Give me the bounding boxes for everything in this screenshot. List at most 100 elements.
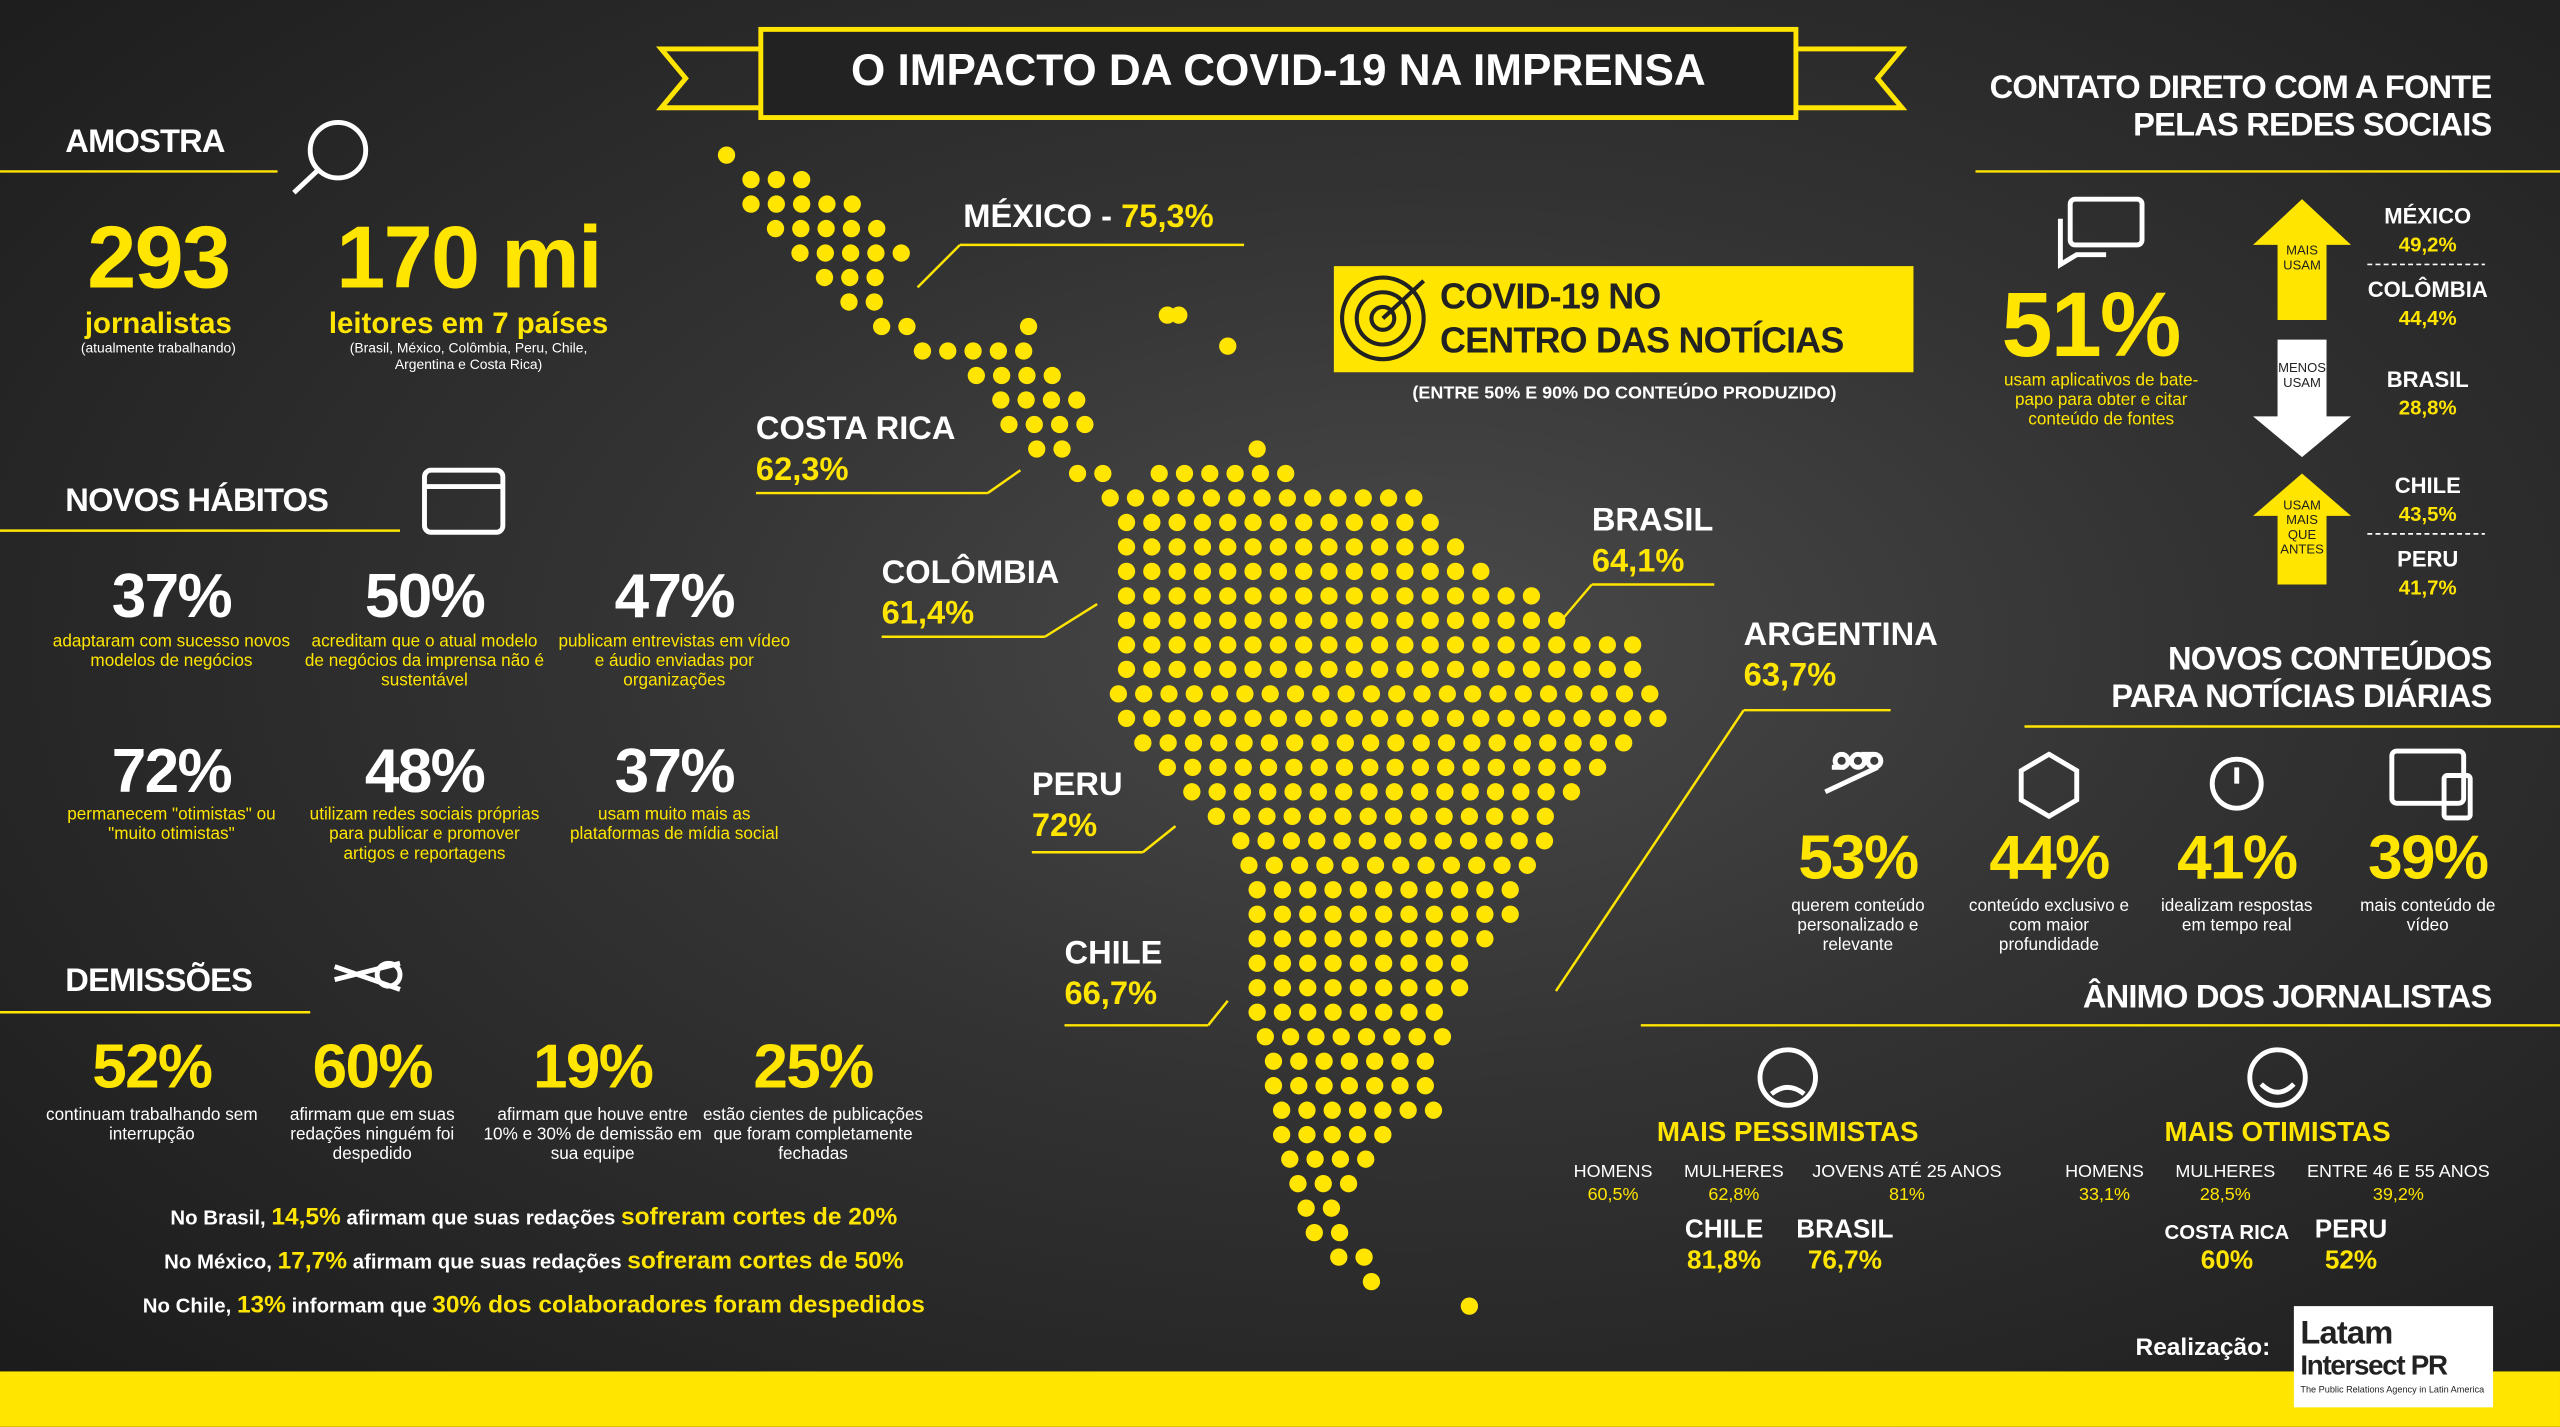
map-dot bbox=[1018, 366, 1036, 385]
map-dot bbox=[1143, 538, 1161, 556]
note-part: afirmam que suas redações bbox=[340, 1206, 621, 1230]
habit-text: permanecem "otimistas" ou "muito otimist… bbox=[67, 804, 276, 844]
map-dot bbox=[1396, 587, 1414, 605]
map-dot bbox=[1459, 832, 1478, 850]
map-dot bbox=[1497, 660, 1515, 679]
content-value: 39% bbox=[2368, 824, 2489, 894]
map-dot bbox=[1244, 709, 1262, 728]
map-dot bbox=[1299, 881, 1317, 899]
map-dot bbox=[1384, 807, 1403, 825]
map-dot bbox=[1315, 1077, 1333, 1095]
map-dot bbox=[1354, 489, 1372, 507]
map-dot bbox=[1248, 881, 1266, 899]
map-dot bbox=[1417, 856, 1435, 874]
map-dot bbox=[939, 342, 957, 360]
map-dot bbox=[1375, 979, 1393, 997]
map-dot bbox=[1472, 660, 1490, 679]
map-dot bbox=[992, 366, 1011, 385]
map-dot bbox=[1385, 783, 1403, 801]
mood-value: 39,2% bbox=[2372, 1185, 2424, 1205]
sample-value: 293 bbox=[87, 208, 231, 307]
map-dot bbox=[1472, 587, 1490, 605]
map-dot bbox=[1361, 758, 1379, 776]
map-dot bbox=[1312, 685, 1330, 703]
map-dot bbox=[1536, 807, 1554, 825]
mood-value: 62,8% bbox=[1708, 1185, 1760, 1205]
map-dot bbox=[1251, 464, 1270, 483]
note-part: 13% bbox=[236, 1291, 286, 1320]
country-name: COSTA RICA bbox=[755, 411, 956, 448]
map-dot bbox=[1117, 636, 1136, 654]
map-dot bbox=[1320, 709, 1338, 728]
map-dot bbox=[767, 195, 785, 213]
sample-value: 170 mi bbox=[336, 208, 602, 307]
map-dot bbox=[1193, 660, 1212, 679]
map-dot bbox=[892, 244, 910, 262]
map-dot bbox=[1219, 538, 1237, 556]
map-dot bbox=[1278, 489, 1296, 507]
map-dot bbox=[1101, 489, 1119, 507]
map-dot bbox=[1512, 783, 1530, 801]
chat-value: 51% bbox=[2001, 272, 2182, 376]
map-dot bbox=[1193, 587, 1212, 605]
country-value: 66,7% bbox=[1064, 976, 1158, 1013]
map-dot bbox=[1370, 709, 1389, 728]
map-dot bbox=[1349, 954, 1368, 972]
map-dot bbox=[1548, 611, 1566, 630]
map-dot bbox=[866, 268, 884, 287]
map-dot bbox=[1442, 856, 1461, 874]
map-dot bbox=[1400, 1003, 1418, 1021]
note-part: sofreram cortes de 50% bbox=[627, 1247, 904, 1276]
map-dot bbox=[1641, 685, 1659, 703]
map-dot bbox=[1193, 611, 1212, 630]
layoff-text: afirmam que em suas redações ninguém foi… bbox=[289, 1105, 455, 1164]
map-dot bbox=[1219, 660, 1237, 679]
map-dot bbox=[1340, 1077, 1359, 1095]
mood-country-value: 60% bbox=[2200, 1247, 2254, 1276]
map-dot bbox=[1548, 709, 1566, 728]
map-dot bbox=[1028, 440, 1046, 458]
map-dot bbox=[1391, 1052, 1409, 1070]
country-value: 64,1% bbox=[1591, 543, 1685, 580]
map-dot bbox=[1497, 636, 1515, 654]
note-part: 17,7% bbox=[277, 1247, 348, 1276]
map-dot bbox=[1320, 513, 1338, 532]
map-dot bbox=[1234, 758, 1252, 776]
map-dot bbox=[1299, 930, 1317, 948]
map-dot bbox=[1396, 562, 1414, 581]
map-dot bbox=[1236, 685, 1254, 703]
map-dot bbox=[1400, 905, 1418, 923]
map-dot bbox=[1248, 440, 1266, 458]
map-dot bbox=[1463, 734, 1481, 752]
habit-value: 50% bbox=[364, 563, 486, 632]
map-dot bbox=[1433, 1028, 1452, 1046]
map-dot bbox=[1489, 685, 1507, 703]
map-dot bbox=[818, 195, 836, 213]
map-dot bbox=[840, 293, 858, 311]
map-dot bbox=[1015, 342, 1033, 360]
map-dot bbox=[1244, 538, 1262, 556]
map-dot bbox=[1295, 709, 1313, 728]
sample-label: jornalistas bbox=[84, 306, 232, 340]
map-dot bbox=[1248, 905, 1266, 923]
map-dot bbox=[1320, 587, 1338, 605]
habit-text: acreditam que o atual modelo de negócios… bbox=[304, 631, 545, 690]
map-dot bbox=[1273, 1003, 1292, 1021]
map-dot bbox=[1421, 636, 1439, 654]
map-dot bbox=[1264, 1077, 1283, 1095]
map-dot bbox=[1324, 881, 1342, 899]
map-dot bbox=[1437, 758, 1455, 776]
map-dot bbox=[1333, 832, 1351, 850]
map-dot bbox=[1168, 538, 1186, 556]
source-country: CHILE bbox=[2394, 473, 2461, 498]
country-value: 75,3% bbox=[1121, 199, 1214, 236]
icons bbox=[292, 119, 2473, 1108]
map-dot bbox=[742, 195, 760, 213]
note-part: 14,5% bbox=[271, 1203, 341, 1232]
map-dot bbox=[1298, 1126, 1316, 1144]
map-dot bbox=[1297, 1199, 1315, 1217]
center-subtitle: (ENTRE 50% E 90% DO CONTEÚDO PRODUZIDO) bbox=[1412, 383, 1837, 404]
mood-label: JOVENS ATÉ 25 ANOS bbox=[1812, 1162, 2002, 1183]
map-dot bbox=[1323, 1101, 1341, 1119]
map-dot bbox=[1316, 856, 1334, 874]
